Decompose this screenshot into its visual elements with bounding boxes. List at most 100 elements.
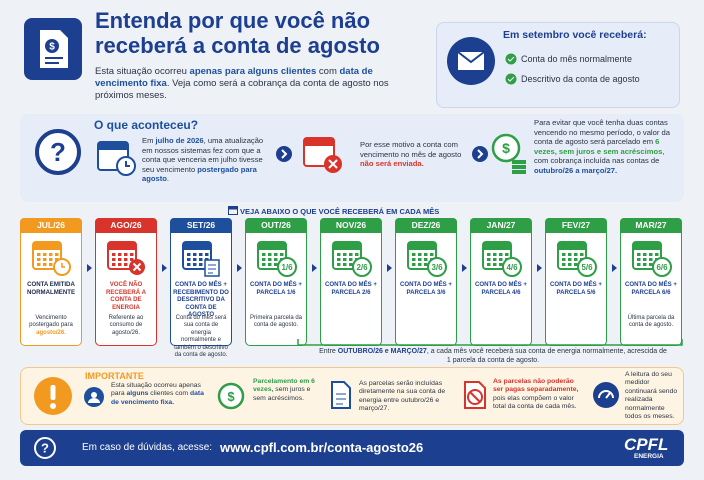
svg-text:$: $ [227, 389, 235, 404]
calendar-cell [643, 258, 647, 261]
text-run: Para evitar que você tenha duas contas v… [534, 118, 670, 147]
footer-url[interactable]: www.cpfl.com.br/conta-agosto26 [220, 440, 424, 455]
month-label: FEV/27 [545, 218, 607, 233]
month-label: SET/26 [170, 218, 232, 233]
arrow [162, 264, 167, 272]
arrow-head [237, 264, 242, 272]
calendar-cell [37, 258, 41, 261]
calendar-cell [568, 253, 572, 256]
month-card: MAR/27 6/6 CONTA DO MÊS + PARCELA 6/6 Últim… [620, 218, 682, 346]
calendar-top [108, 242, 136, 250]
calendar-icon: 1/6 [257, 241, 297, 277]
calendar-cell [199, 263, 203, 266]
calendar-cell [493, 263, 497, 266]
calendar-cell [412, 263, 416, 266]
step-text: Em julho de 2026, uma atualização em nos… [142, 136, 268, 184]
calendar-cell [55, 258, 59, 261]
calendar-cell [262, 263, 266, 266]
calendar-cell [343, 253, 347, 256]
check-icons [505, 53, 517, 85]
important: IMPORTANTE Esta situação ocorreu apenas … [20, 367, 684, 425]
calendar-top [408, 242, 436, 250]
text-run: apenas para alguns clientes [189, 66, 317, 77]
calendar-cell [637, 253, 641, 256]
calendar-cell [55, 253, 59, 256]
text-run: julho de 2026 [155, 136, 204, 145]
month-note: Conta do mês será sua conta de energia n… [173, 315, 229, 359]
text-run: alguns [126, 390, 149, 398]
calendar-cell [424, 253, 428, 256]
calendar-cell [187, 258, 191, 261]
calendar-cell [112, 258, 116, 261]
calendar-mini [228, 206, 238, 215]
calendar-cell [343, 263, 347, 266]
calendar-cell [49, 253, 53, 256]
calendar-cell [643, 253, 647, 256]
month-card: JUL/26 CONTA EMITIDA NORMALMENTE Venciment… [20, 218, 82, 346]
calendar-cell [637, 263, 641, 266]
calendar-cell [49, 258, 53, 261]
next-arrow [276, 146, 292, 162]
calendar-icon [32, 241, 71, 276]
text-run: , a cada mês você receberá sua conta de … [426, 348, 667, 364]
no-pay-icon [464, 381, 486, 409]
calendar-cell [124, 258, 128, 261]
calendar-cell [199, 253, 203, 256]
text-run: 6 vezes, sem juros e sem acréscimos [534, 137, 663, 156]
calendar-cell [112, 263, 116, 266]
september-title: Em setembro você receberá: [503, 29, 647, 41]
calendar-cell [649, 258, 653, 261]
calendar-cell [637, 258, 641, 261]
calendar-icon: 5/6 [557, 241, 597, 277]
month-card: OUT/26 1/6 CONTA DO MÊS + PARCELA 1/6 Prime… [245, 218, 307, 346]
calendar-top [183, 242, 211, 250]
text-run: data de vencimento fixa [95, 66, 373, 89]
calendar-cell [499, 263, 503, 266]
calendar-cell [43, 253, 47, 256]
brand-sub: ENERGIA [634, 453, 664, 460]
calendar-cell [505, 253, 509, 256]
calendar-cell [499, 258, 503, 261]
calendar-cell [643, 263, 647, 266]
calendar-cell [568, 263, 572, 266]
calendar-cell [274, 258, 278, 261]
calendar-cell [205, 253, 209, 256]
footer: ? Em caso de dúvidas, acesse: www.cpfl.c… [20, 430, 684, 466]
calendar-cell [574, 258, 578, 261]
calendar-cell [280, 253, 284, 256]
money-icon: $ [491, 133, 526, 174]
calendar-cell [268, 258, 272, 261]
calendar-cell [268, 253, 272, 256]
alert-icon [34, 377, 72, 415]
text-run: Entre [319, 348, 338, 355]
calendar-cell [424, 263, 428, 266]
calendar-cell [424, 258, 428, 261]
timeline-title: VEJA ABAIXO O QUE VOCÊ RECEBERÁ EM CADA … [240, 207, 440, 216]
calendar-cell [130, 258, 134, 261]
calendar-cell [349, 258, 353, 261]
arrow-head [312, 264, 317, 272]
calendar-icon [107, 241, 145, 275]
arrow [237, 264, 242, 272]
text-run: Esta situação ocorreu [95, 66, 190, 77]
calendar-cell [337, 253, 341, 256]
arrow-head [462, 264, 467, 272]
text-run: Por esse motivo a conta com vencimento n… [360, 140, 462, 159]
month-card: NOV/26 2/6 CONTA DO MÊS + PARCELA 2/6 [320, 218, 382, 346]
arrow-head [87, 264, 92, 272]
meter-icon [593, 382, 619, 408]
arrow [312, 264, 317, 272]
svg-text:$: $ [49, 42, 55, 53]
calendar-cell [43, 258, 47, 261]
intro: Esta situação ocorreu apenas para alguns… [95, 66, 395, 102]
what-happened: ? O que aconteceu? Em julho de 2026, uma… [20, 114, 684, 202]
svg-text:$: $ [502, 140, 510, 156]
calendar-cell [568, 258, 572, 261]
calendar-cell [37, 253, 41, 256]
calendar-cell [124, 253, 128, 256]
important-item: Esta situação ocorreu apenas para alguns… [111, 382, 211, 407]
calendar-cell [412, 253, 416, 256]
badge-text: 5/6 [581, 263, 593, 272]
month-label: DEZ/26 [395, 218, 457, 233]
